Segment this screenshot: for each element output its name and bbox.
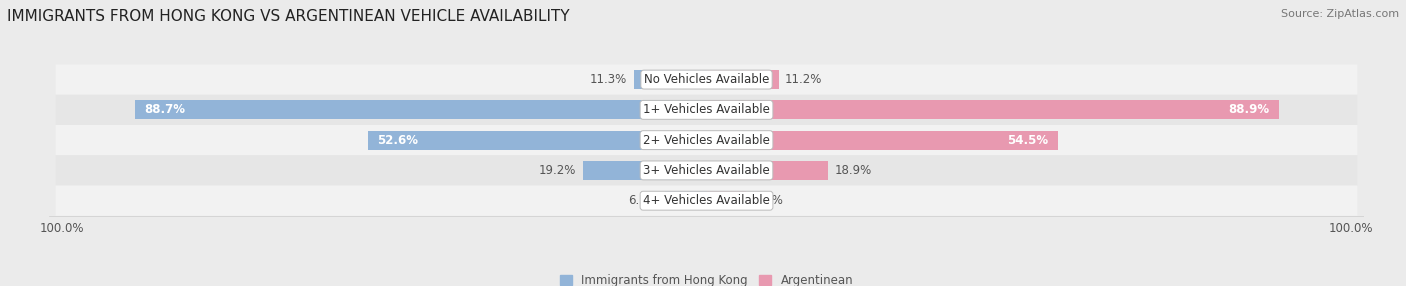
Text: 6.2%: 6.2% — [754, 194, 783, 207]
Text: 19.2%: 19.2% — [538, 164, 576, 177]
Bar — [707, 70, 779, 89]
Legend: Immigrants from Hong Kong, Argentinean: Immigrants from Hong Kong, Argentinean — [555, 269, 858, 286]
Bar — [634, 70, 707, 89]
Bar — [707, 161, 828, 180]
Text: 11.2%: 11.2% — [785, 73, 823, 86]
Text: 3+ Vehicles Available: 3+ Vehicles Available — [643, 164, 770, 177]
Text: 88.7%: 88.7% — [145, 103, 186, 116]
Text: 1+ Vehicles Available: 1+ Vehicles Available — [643, 103, 770, 116]
Bar — [707, 100, 1279, 119]
Text: 6.5%: 6.5% — [628, 194, 658, 207]
Bar — [583, 161, 707, 180]
Text: 2+ Vehicles Available: 2+ Vehicles Available — [643, 134, 770, 147]
Text: 4+ Vehicles Available: 4+ Vehicles Available — [643, 194, 770, 207]
Bar — [367, 131, 707, 150]
Bar — [665, 191, 707, 210]
FancyBboxPatch shape — [56, 64, 1357, 95]
Text: IMMIGRANTS FROM HONG KONG VS ARGENTINEAN VEHICLE AVAILABILITY: IMMIGRANTS FROM HONG KONG VS ARGENTINEAN… — [7, 9, 569, 23]
Text: 18.9%: 18.9% — [835, 164, 872, 177]
FancyBboxPatch shape — [56, 186, 1357, 216]
Bar — [707, 191, 747, 210]
Text: Source: ZipAtlas.com: Source: ZipAtlas.com — [1281, 9, 1399, 19]
Text: 52.6%: 52.6% — [377, 134, 418, 147]
FancyBboxPatch shape — [56, 155, 1357, 186]
Bar — [707, 131, 1057, 150]
Text: 54.5%: 54.5% — [1007, 134, 1047, 147]
Bar — [135, 100, 707, 119]
FancyBboxPatch shape — [56, 95, 1357, 125]
Text: 11.3%: 11.3% — [591, 73, 627, 86]
Text: 88.9%: 88.9% — [1229, 103, 1270, 116]
Text: No Vehicles Available: No Vehicles Available — [644, 73, 769, 86]
FancyBboxPatch shape — [56, 125, 1357, 155]
